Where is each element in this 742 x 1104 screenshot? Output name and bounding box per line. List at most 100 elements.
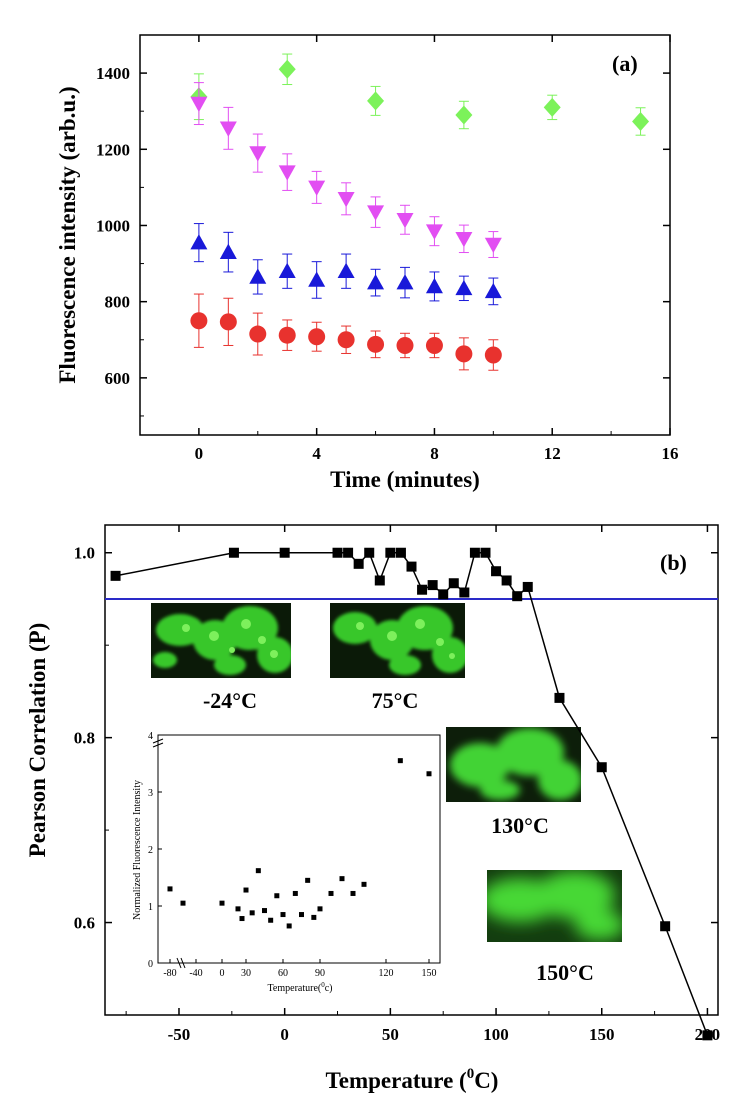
image-label-minus24c: -24°C: [203, 688, 257, 713]
data-point-square: [374, 575, 385, 586]
data-point-square: [353, 558, 364, 569]
y-tick-label: 1400: [96, 64, 130, 83]
inset-data-point: [361, 881, 367, 887]
data-point-circle: [278, 326, 296, 344]
image-label-130c: 130°C: [491, 813, 549, 838]
x-tick-label: 8: [430, 444, 439, 463]
data-point-triangle-up: [337, 262, 355, 278]
data-point-triangle-up: [278, 262, 296, 278]
data-point-square: [385, 547, 396, 558]
data-point-square: [395, 547, 406, 558]
inset-data-point: [397, 758, 403, 764]
inset-y-axis-title: Normalized Fluorescence Intensity: [132, 780, 143, 920]
data-point-circle: [337, 331, 355, 349]
data-point-square: [660, 921, 671, 932]
panel-a-y-axis-title: Fluorescence intensity (arb.u.): [55, 86, 80, 383]
inset-data-point: [317, 906, 323, 912]
data-point-square: [554, 692, 565, 703]
inset-data-point: [311, 914, 317, 920]
panel-b-label: (b): [660, 550, 687, 575]
inset-data-point: [219, 900, 225, 906]
inset-x-tick-label: 60: [278, 968, 288, 979]
y-tick-label: 0.6: [74, 914, 95, 933]
data-point-square: [448, 578, 459, 589]
data-point-triangle-up: [249, 268, 267, 284]
y-tick-label: 0.8: [74, 729, 95, 748]
inset-axis-break: [152, 742, 164, 748]
data-point-triangle-up: [367, 274, 385, 290]
x-tick-label: 0: [195, 444, 204, 463]
inset-data-point: [286, 923, 292, 929]
microscopy-image-130c: [446, 727, 581, 802]
image-label-150c: 150°C: [536, 960, 594, 985]
data-point-circle: [484, 346, 502, 364]
inset-data-point: [239, 916, 245, 922]
data-point-triangle-down: [337, 192, 355, 208]
inset-x-tick-label: 0: [220, 968, 225, 979]
data-point-circle: [308, 328, 326, 346]
image-label-75c: 75°C: [372, 688, 419, 713]
data-point-square: [110, 570, 121, 581]
x-tick-label: 16: [662, 444, 679, 463]
panel-a-label: (a): [612, 51, 638, 76]
x-tick-label: 50: [382, 1025, 399, 1044]
inset-x-axis-title: Temperature(0c): [268, 981, 333, 994]
data-point-square: [522, 581, 533, 592]
data-point-square: [512, 591, 523, 602]
data-point-diamond: [367, 91, 385, 111]
data-point-circle: [190, 312, 208, 330]
data-point-square: [596, 762, 607, 773]
inset-x-tick-label: 30: [241, 968, 251, 979]
data-point-diamond: [543, 97, 561, 117]
x-tick-label: 12: [544, 444, 561, 463]
data-point-square: [491, 566, 502, 577]
inset-x-tick-label: -40: [189, 968, 202, 979]
microscopy-image-minus24c: [151, 603, 291, 678]
inset-data-point: [249, 910, 255, 916]
inset-data-point: [350, 890, 356, 896]
inset-data-point: [305, 877, 311, 883]
inset-data-point: [262, 908, 267, 914]
inset-axis-break: [152, 738, 164, 744]
data-point-circle: [219, 313, 237, 331]
inset-data-point: [292, 890, 298, 896]
inset-data-point: [167, 886, 173, 892]
inset-y-tick-label: 0: [148, 959, 153, 970]
data-point-diamond: [278, 59, 296, 79]
inset-x-tick-label: 90: [315, 968, 325, 979]
data-point-square: [228, 547, 239, 558]
data-point-triangle-down: [396, 212, 414, 229]
data-point-square: [343, 547, 354, 558]
data-point-square: [702, 1030, 713, 1041]
data-point-square: [406, 561, 417, 572]
data-point-triangle-down: [455, 232, 473, 248]
panel-a-plot-frame: [139, 34, 671, 436]
inset-data-point: [255, 868, 261, 874]
panel-a-x-axis-title: Time (minutes): [330, 467, 480, 492]
data-point-triangle-up: [190, 234, 208, 250]
inset-data-point: [268, 917, 274, 923]
microscopy-image-75c: [330, 603, 465, 678]
inset-x-tick-label: 120: [379, 968, 394, 979]
data-point-triangle-down: [484, 237, 502, 254]
data-point-square: [417, 584, 428, 595]
data-point-circle: [249, 325, 267, 343]
data-point-triangle-up: [425, 277, 443, 294]
data-point-triangle-up: [308, 271, 326, 287]
panel-b-x-axis-title: Temperature (0C): [326, 1066, 499, 1093]
inset-data-point: [328, 890, 334, 896]
inset-y-tick-label: 3: [148, 788, 153, 799]
x-tick-label: 150: [589, 1025, 615, 1044]
inset-data-point: [180, 900, 186, 906]
y-tick-label: 1000: [96, 216, 130, 235]
data-point-square: [438, 589, 449, 600]
data-point-triangle-up: [396, 274, 414, 290]
data-point-circle: [367, 335, 385, 353]
data-point-diamond: [632, 111, 650, 131]
inset-plot-frame: [157, 734, 441, 964]
panel-b-plot-frame: [104, 524, 719, 1016]
panel-a-chart: 0 4 8 12 16 600 800 1000 1200 1400 (a) Time (minu…: [55, 34, 679, 492]
inset-data-point: [426, 771, 432, 777]
inset-data-point: [274, 893, 280, 899]
